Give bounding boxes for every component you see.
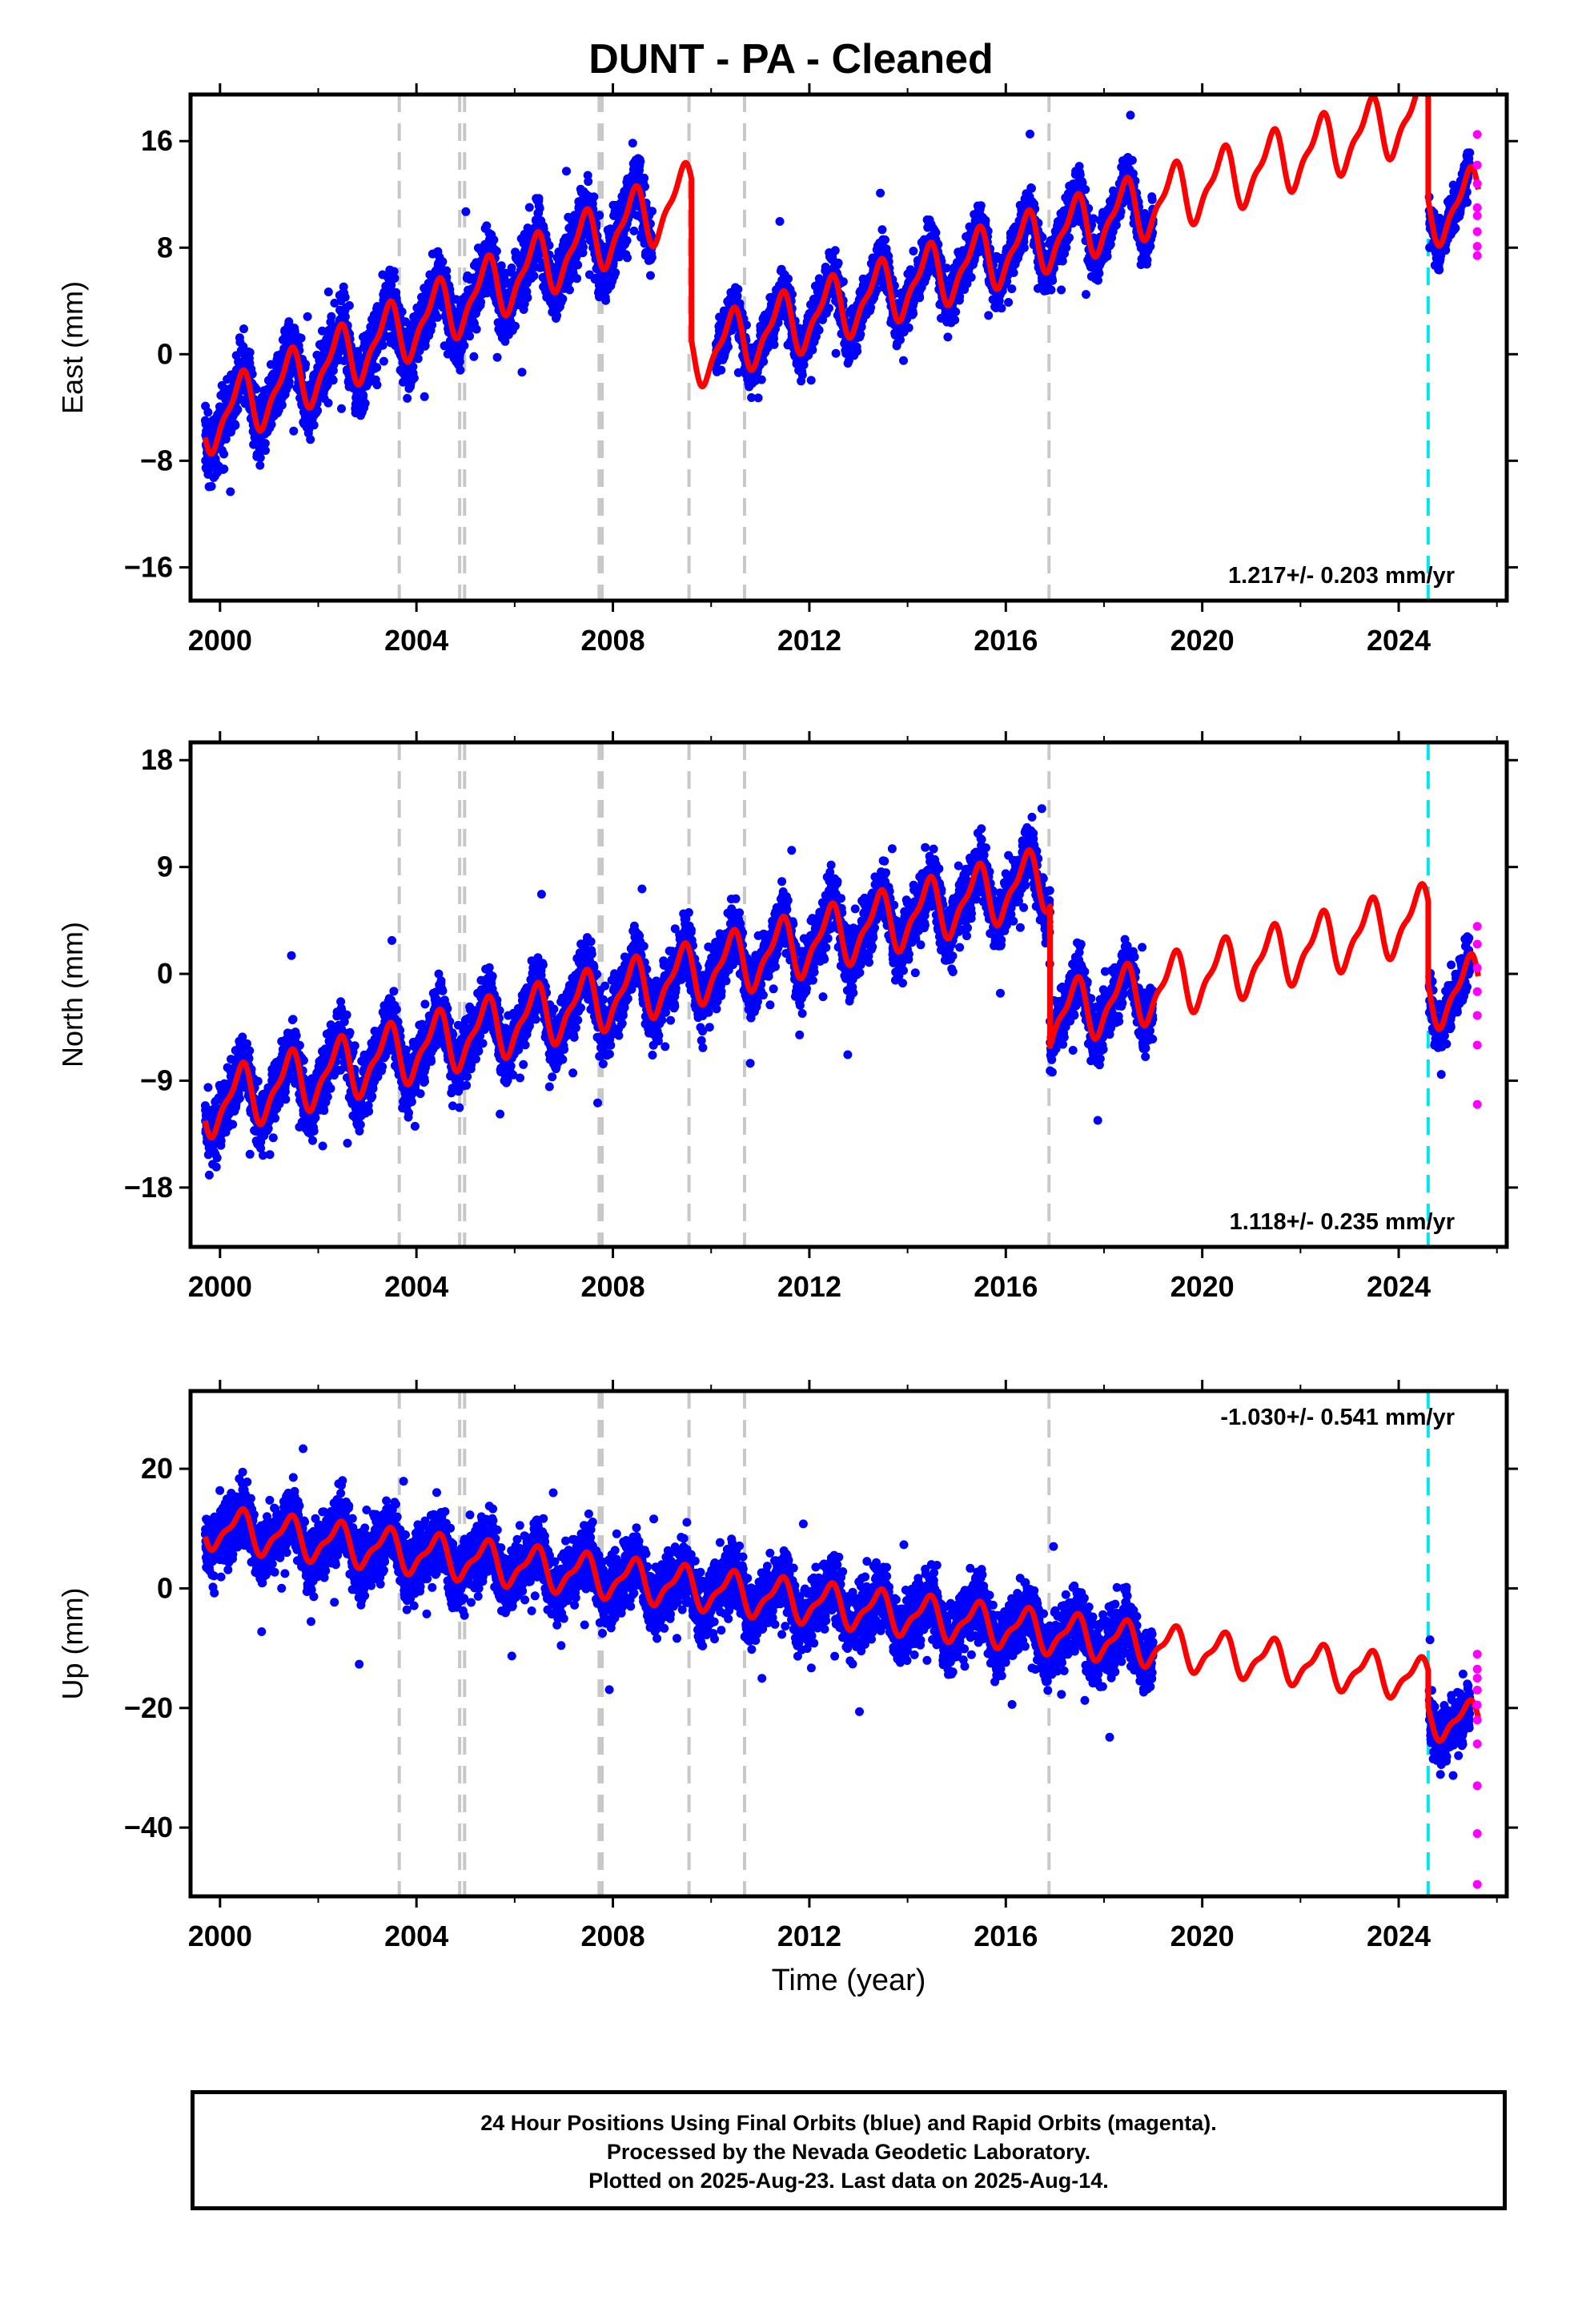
x-tick-label: 2004 [384, 1920, 448, 1952]
rapid-orbit-point [1472, 1673, 1482, 1683]
panel-north: 2000 2004 2008 2012 2016 2020 2024 −18 −9 0 9 18 Nor… [56, 731, 1518, 1303]
rapid-orbit-point [1472, 1715, 1482, 1725]
y-tick-label: −8 [140, 444, 173, 476]
rapid-orbit-point [1472, 1650, 1482, 1659]
footer-line-1: 24 Hour Positions Using Final Orbits (bl… [480, 2111, 1217, 2135]
rapid-orbit-point [1472, 1664, 1482, 1674]
x-tick-label: 2020 [1170, 624, 1235, 657]
final-orbit-positions [200, 804, 1475, 1180]
rapid-orbit-point [1472, 1739, 1482, 1749]
y-tick-label: 9 [157, 850, 173, 883]
x-tick-label: 2020 [1170, 1270, 1235, 1303]
plot-area [200, 742, 1482, 1247]
footer-line-2: Processed by the Nevada Geodetic Laborat… [606, 2140, 1091, 2164]
x-tick-label: 2016 [974, 624, 1038, 657]
model-fit-line [203, 1506, 1481, 1744]
rapid-orbit-point [1472, 1829, 1482, 1839]
x-tick-label: 2008 [581, 1920, 645, 1952]
rapid-orbit-point [1472, 963, 1482, 973]
footer-line-3: Plotted on 2025-Aug-23. Last data on 202… [588, 2169, 1109, 2193]
rapid-orbit-point [1472, 211, 1482, 220]
rapid-orbit-point [1472, 242, 1482, 251]
x-tick-label: 2004 [384, 1270, 448, 1303]
rapid-orbit-point [1472, 1880, 1482, 1889]
rapid-orbit-point [1472, 1040, 1482, 1050]
y-tick-label: −20 [124, 1691, 173, 1724]
x-tick-label: 2012 [777, 624, 841, 657]
model-fit-line [202, 846, 1481, 1141]
x-tick-label: 2000 [188, 1920, 252, 1952]
panel-frame [188, 92, 1509, 603]
x-tick-label: 2008 [581, 1270, 645, 1303]
y-tick-label: 0 [157, 957, 173, 990]
x-tick-label: 2016 [974, 1920, 1038, 1952]
x-tick-label: 2000 [188, 1270, 252, 1303]
rapid-orbit-point [1472, 939, 1482, 949]
x-tick-label: 2020 [1170, 1920, 1235, 1952]
y-axis-label: East (mm) [56, 281, 89, 414]
plot-area [200, 1391, 1482, 1896]
plot-area [200, 94, 1482, 601]
rapid-orbit-point [1472, 1781, 1482, 1791]
x-tick-label: 2000 [188, 624, 252, 657]
y-tick-label: −9 [140, 1063, 173, 1096]
panel-up: 2000 2004 2008 2012 2016 2020 2024 −40 −20 0 20 Up … [56, 1380, 1518, 1952]
x-tick-label: 2012 [777, 1270, 841, 1303]
footer-note: 24 Hour Positions Using Final Orbits (bl… [191, 2090, 1507, 2210]
y-tick-label: −16 [124, 550, 173, 583]
y-tick-label: 8 [157, 231, 173, 263]
y-tick-label: 18 [141, 743, 173, 776]
x-tick-label: 2004 [384, 624, 448, 657]
x-tick-label: 2016 [974, 1270, 1038, 1303]
y-tick-label: 0 [157, 1571, 173, 1604]
rapid-orbit-point [1472, 251, 1482, 260]
y-axis-label: Up (mm) [56, 1588, 89, 1700]
y-tick-label: 0 [157, 337, 173, 370]
rapid-orbit-point [1472, 179, 1482, 188]
final-orbit-positions [200, 1444, 1475, 1780]
rapid-orbit-point [1472, 1100, 1482, 1109]
panel-frame [188, 740, 1509, 1249]
x-tick-label: 2024 [1367, 1270, 1431, 1303]
rapid-orbit-point [1472, 987, 1482, 996]
rapid-orbit-point [1472, 922, 1482, 931]
rate-label: 1.217+/- 0.203 mm/yr [1228, 563, 1455, 589]
x-tick-label: 2012 [777, 1920, 841, 1952]
rate-label: -1.030+/- 0.541 mm/yr [1220, 1405, 1455, 1430]
x-axis-label: Time (year) [772, 1964, 926, 1997]
rapid-orbit-point [1472, 1685, 1482, 1695]
chart-title: DUNT - PA - Cleaned [588, 36, 994, 82]
y-tick-label: −18 [124, 1171, 173, 1204]
x-tick-label: 2008 [581, 624, 645, 657]
y-tick-label: −40 [124, 1811, 173, 1844]
rapid-orbit-point [1472, 227, 1482, 236]
panel-east: 2000 2004 2008 2012 2016 2020 2024 −16 −8 0 8 16 Eas… [56, 83, 1518, 657]
x-tick-label: 2024 [1367, 624, 1431, 657]
rapid-orbit-point [1472, 1011, 1482, 1020]
y-tick-label: 16 [141, 124, 173, 157]
rapid-orbit-point [1472, 1700, 1482, 1710]
x-tick-label: 2024 [1367, 1920, 1431, 1952]
panel-frame [188, 1389, 1509, 1899]
model-fit-line [202, 94, 1481, 457]
rapid-orbit-point [1472, 203, 1482, 212]
rapid-orbit-point [1472, 130, 1482, 139]
rate-label: 1.118+/- 0.235 mm/yr [1230, 1209, 1455, 1235]
rapid-orbit-point [1472, 160, 1482, 170]
y-tick-label: 20 [141, 1452, 173, 1485]
y-axis-label: North (mm) [56, 922, 89, 1068]
